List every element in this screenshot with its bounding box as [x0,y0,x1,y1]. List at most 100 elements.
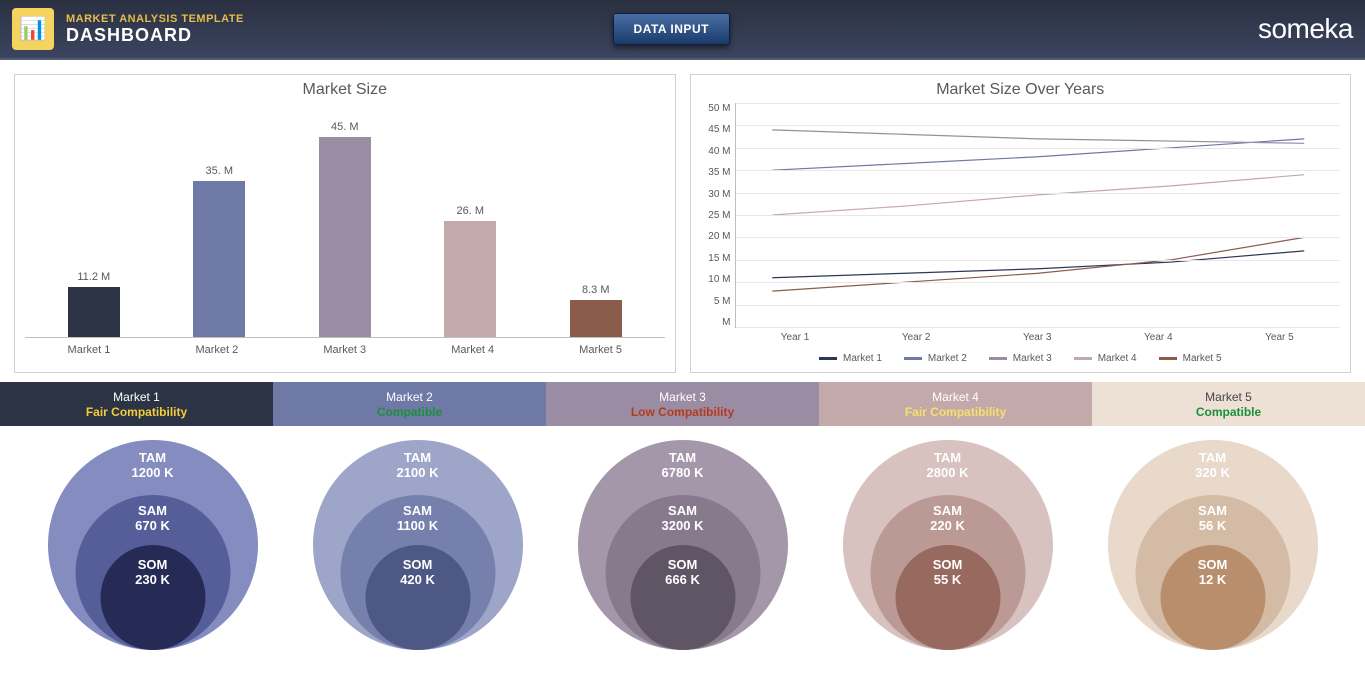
circle-label: SOM [138,557,168,572]
line-ytick: 50 M [701,103,731,114]
circle-value: 55 K [934,572,961,587]
bar-xlabels: Market 1Market 2Market 3Market 4Market 5 [25,344,665,356]
header-text: MARKET ANALYSIS TEMPLATE DASHBOARD [66,13,244,46]
circle-label: TAM [139,450,166,465]
circle-value: 220 K [930,518,965,533]
tam-sam-som-diagram: TAM2100 KSAM1100 KSOM420 K [313,440,523,650]
bar-group: 26. M [408,205,534,337]
circle-label: SAM [933,503,962,518]
som-circle: SOM230 K [100,545,205,650]
som-circle: SOM55 K [895,545,1000,650]
circle-value: 2800 K [927,465,969,480]
legend-item: Market 4 [1074,353,1137,364]
market-cell: Market 3Low Compatibility [546,382,819,426]
brand-logo: someka [1258,13,1353,45]
market-compatibility: Fair Compatibility [86,405,187,419]
dashboard-icon: 📊 [12,8,54,50]
circle-value: 666 K [665,572,700,587]
series-line [772,139,1304,170]
circle-label: SAM [668,503,697,518]
circle-label: TAM [1199,450,1226,465]
circle-value: 56 K [1199,518,1226,533]
circle-label: TAM [404,450,431,465]
circle-label: SAM [403,503,432,518]
bar-group: 11.2 M [31,271,157,337]
legend-swatch [904,357,922,360]
line-wrap: 50 M45 M40 M35 M30 M25 M20 M15 M10 M5 MM [701,103,1341,328]
market-name: Market 2 [386,390,433,404]
grid-line [736,327,1341,328]
market-name: Market 3 [659,390,706,404]
market-compatibility: Compatible [1196,405,1261,419]
grid-line [736,305,1341,306]
bar-value-label: 11.2 M [77,271,110,283]
line-ytick: 35 M [701,167,731,178]
circle-label: SAM [138,503,167,518]
grid-line [736,170,1341,171]
legend-swatch [1159,357,1177,360]
market-cell: Market 4Fair Compatibility [819,382,1092,426]
bar-group: 45. M [282,121,408,337]
circle-label: TAM [669,450,696,465]
tam-sam-som-diagram: TAM1200 K SAM670 K SOM230 K [48,440,258,650]
bar [444,221,496,337]
bar-group: 8.3 M [533,284,659,337]
circle-value: 420 K [400,572,435,587]
line-xlabel: Year 5 [1219,332,1340,343]
charts-row: Market Size 11.2 M35. M45. M26. M8.3 M M… [0,60,1365,379]
header-subtitle: MARKET ANALYSIS TEMPLATE [66,13,244,25]
line-xlabel: Year 3 [977,332,1098,343]
tam-sam-som-diagram: TAM2800 K SAM220 K SOM55 K [843,440,1053,650]
line-xlabels: Year 1Year 2Year 3Year 4Year 5 [735,332,1341,343]
tam-sam-som-row: TAM1200 KSAM670 KSOM230 KTAM2100 KSAM110… [0,426,1365,664]
market-cell: Market 2Compatible [273,382,546,426]
line-ytick: M [701,317,731,328]
market-size-over-years-chart: Market Size Over Years 50 M45 M40 M35 M3… [690,74,1352,373]
bar-category-label: Market 5 [537,344,665,356]
circle-value: 1200 K [132,465,174,480]
circle-value: 1100 K [397,518,438,533]
line-xlabel: Year 1 [735,332,856,343]
market-compatibility: Fair Compatibility [905,405,1006,419]
data-input-button[interactable]: DATA INPUT [613,13,730,45]
bar-value-label: 35. M [205,165,233,177]
bar-group: 35. M [157,165,283,337]
legend-item: Market 3 [989,353,1052,364]
circle-value: 3200 K [662,518,704,533]
market-cell: Market 5Compatible [1092,382,1365,426]
tam-sam-som-diagram: TAM320 KSAM56 KSOM12 K [1108,440,1318,650]
circle-label: TAM [934,450,961,465]
grid-line [736,237,1341,238]
legend-item: Market 2 [904,353,967,364]
grid-line [736,193,1341,194]
line-ytick: 40 M [701,146,731,157]
market-compatibility: Compatible [377,405,442,419]
grid-line [736,215,1341,216]
market-compatibility: Low Compatibility [631,405,734,419]
market-name: Market 1 [113,390,160,404]
circle-value: 670 K [135,518,170,533]
line-ytick: 45 M [701,124,731,135]
legend-label: Market 4 [1098,353,1137,364]
circle-value: 230 K [135,572,170,587]
circle-value: 320 K [1195,465,1230,480]
legend-label: Market 2 [928,353,967,364]
line-ytick: 10 M [701,274,731,285]
bar-category-label: Market 2 [153,344,281,356]
grid-line [736,125,1341,126]
brand-text: someka [1258,13,1353,45]
som-circle: SOM12 K [1160,545,1265,650]
bar-area: 11.2 M 35. M 45. M 26. M 8.3 M [25,103,665,338]
series-line [772,130,1304,143]
bar [193,181,245,337]
bar-value-label: 8.3 M [582,284,610,296]
circle-label: SOM [403,557,433,572]
line-xlabel: Year 2 [856,332,977,343]
line-plot [735,103,1341,328]
bar [319,137,371,337]
bar [68,287,120,337]
bar-value-label: 26. M [456,205,484,217]
bar [570,300,622,337]
market-name: Market 5 [1205,390,1252,404]
grid-line [736,260,1341,261]
